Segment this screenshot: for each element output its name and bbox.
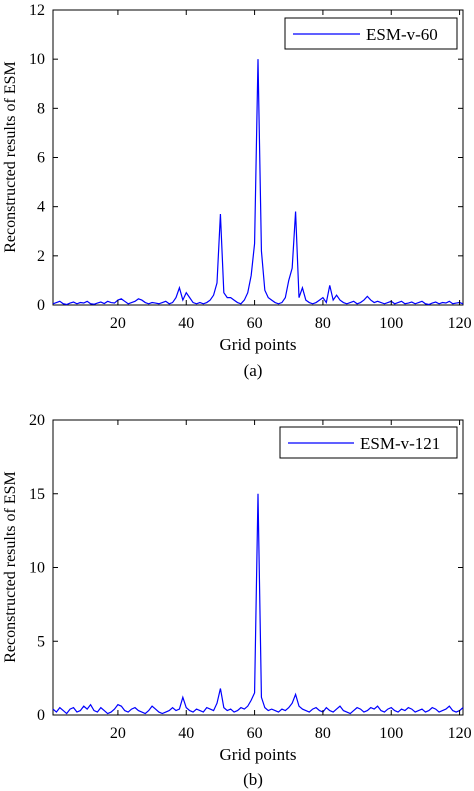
y-tick-label-5: 5 [37,633,45,650]
x-tick-label-40: 40 [178,315,194,332]
legend-label-esm-v-121: ESM-v-121 [360,434,440,453]
y-axis-ticks-b: 0 5 10 15 20 [29,412,463,724]
y-tick-label-0: 0 [37,297,45,314]
y-tick-label-2: 2 [37,248,45,265]
y-axis-label-b: Reconstructed results of ESM [2,471,19,663]
x-tick-label-40: 40 [178,725,194,742]
x-tick-label-80: 80 [315,315,331,332]
series-line-esm-v-121 [52,493,464,715]
panel-a: 20 40 60 80 100 120 0 2 4 6 8 10 12 Grid points Rec… [2,2,472,380]
x-tick-label-120: 120 [448,315,472,332]
y-tick-label-10: 10 [29,51,45,68]
x-tick-label-20: 20 [110,725,126,742]
x-tick-label-120: 120 [448,725,472,742]
x-axis-label-b: Grid points [220,745,297,764]
y-tick-label-8: 8 [37,100,45,117]
plot-frame-b [52,419,464,716]
x-tick-label-100: 100 [379,725,403,742]
panel-b: 20 40 60 80 100 120 0 5 10 15 20 Grid points Reco… [2,412,472,789]
plot-frame-a [52,9,464,306]
legend-a: ESM-v-60 [284,17,458,50]
panel-label-a: (a) [244,361,263,380]
panel-label-b: (b) [243,770,263,789]
y-tick-label-12: 12 [29,2,45,19]
x-axis-ticks-b: 20 40 60 80 100 120 [110,420,472,742]
x-axis-ticks-a: 20 40 60 80 100 120 [110,10,472,332]
legend-b: ESM-v-121 [279,426,458,459]
y-axis-ticks-a: 0 2 4 6 8 10 12 [29,2,463,314]
y-tick-label-6: 6 [37,150,45,167]
y-tick-label-4: 4 [37,199,45,216]
x-tick-label-60: 60 [247,725,263,742]
x-tick-label-80: 80 [315,725,331,742]
x-axis-label-a: Grid points [220,335,297,354]
x-tick-label-100: 100 [379,315,403,332]
y-tick-label-20: 20 [29,412,45,429]
legend-label-esm-v-60: ESM-v-60 [366,25,438,44]
y-tick-label-0: 0 [37,707,45,724]
x-tick-label-20: 20 [110,315,126,332]
y-tick-label-15: 15 [29,486,45,503]
y-axis-label-a: Reconstructed results of ESM [2,61,19,253]
y-tick-label-10: 10 [29,560,45,577]
series-line-esm-v-60 [52,59,464,306]
x-tick-label-60: 60 [247,315,263,332]
